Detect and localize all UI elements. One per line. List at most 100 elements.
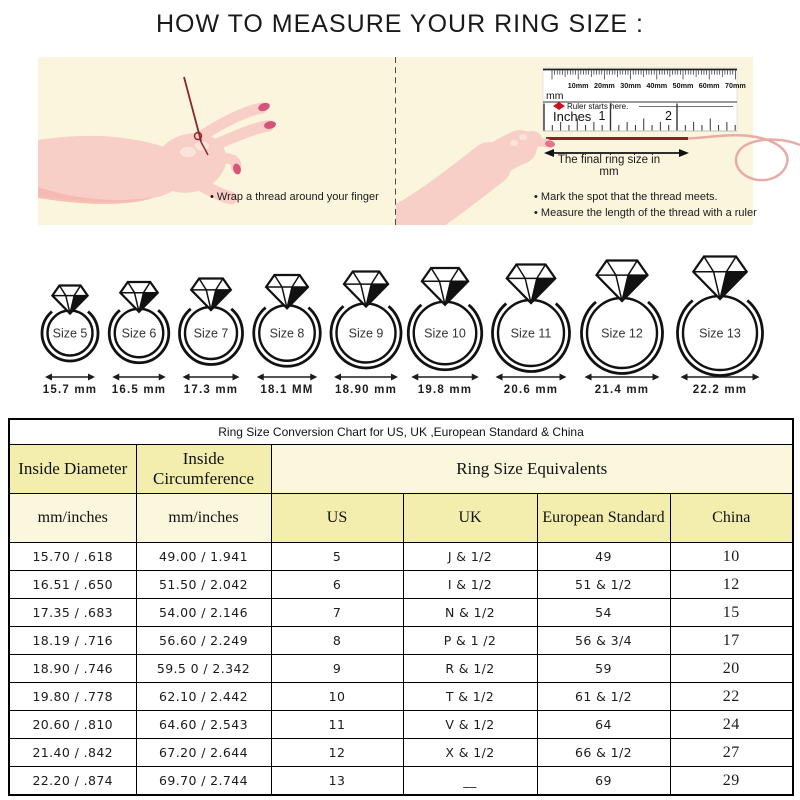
subheader-diameter-mm-inches: mm/inches — [8, 493, 137, 543]
cell-china-size: 15 — [669, 598, 794, 627]
curled-thread — [687, 134, 800, 182]
fingernail — [233, 163, 241, 175]
table-row: 17.35 / .683 54.00 / 2.146 7 N & 1/2 54 15 — [8, 598, 794, 627]
subheader-uk: UK — [402, 493, 538, 543]
svg-text:22.2 mm: 22.2 mm — [693, 384, 747, 396]
cell-us-size: 6 — [270, 570, 404, 599]
table-row: 18.90 / .746 59.5 0 / 2.342 9 R & 1/2 59 20 — [8, 654, 794, 683]
page-title: HOW TO MEASURE YOUR RING SIZE : — [155, 10, 644, 38]
cell-uk-size: R & 1/2 — [402, 654, 538, 683]
cell-eu-size: 56 & 3/4 — [536, 626, 671, 655]
cell-inside-diameter: 18.19 / .716 — [8, 626, 137, 655]
table-row: 15.70 / .618 49.00 / 1.941 5 J & 1/2 49 10 — [8, 542, 794, 571]
subheader-us: US — [270, 493, 404, 543]
svg-text:Size 8: Size 8 — [270, 327, 305, 341]
cell-uk-size: T & 1/2 — [402, 682, 538, 711]
svg-text:Ruler starts here.: Ruler starts here. — [567, 102, 628, 111]
table-row: 19.80 / .778 62.10 / 2.442 10 T & 1/2 61 & 1… — [8, 682, 794, 711]
table-row: 21.40 / .842 67.20 / 2.644 12 X & 1/2 66 & 1… — [8, 738, 794, 767]
cell-inside-diameter: 18.90 / .746 — [8, 654, 137, 683]
header-inside-diameter: Inside Diameter — [8, 444, 137, 494]
cell-inside-diameter: 15.70 / .618 — [8, 542, 137, 571]
thread-around-finger — [183, 76, 209, 156]
cell-eu-size: 61 & 1/2 — [536, 682, 671, 711]
svg-text:19.8 mm: 19.8 mm — [418, 384, 472, 396]
diamond-ring-icon-size-12: Size 12 21.4 mm — [580, 259, 664, 396]
pointing-hand-illustration — [396, 130, 555, 225]
svg-text:15.7 mm: 15.7 mm — [43, 384, 97, 396]
svg-text:Size 11: Size 11 — [511, 327, 552, 341]
cell-inside-diameter: 20.60 / .810 — [8, 710, 137, 739]
header-ring-size-equivalents: Ring Size Equivalents — [270, 444, 794, 494]
cell-eu-size: 54 — [536, 598, 671, 627]
cell-uk-size: N & 1/2 — [402, 598, 538, 627]
svg-text:2: 2 — [665, 109, 672, 123]
table-row: 22.20 / .874 69.70 / 2.744 13 __ 69 29 — [8, 766, 794, 796]
svg-text:70mm: 70mm — [725, 81, 746, 90]
ruler-starts-here-marker — [553, 102, 565, 110]
cell-uk-size: I & 1/2 — [402, 570, 538, 599]
diamond-ring-icon-size-9: Size 9 18.90 mm — [329, 270, 403, 396]
svg-text:Size 10: Size 10 — [424, 327, 466, 341]
svg-text:18.1 MM: 18.1 MM — [260, 384, 313, 396]
fingernail — [264, 121, 276, 129]
cell-china-size: 20 — [669, 654, 794, 683]
svg-text:Size 13: Size 13 — [699, 327, 741, 341]
cell-inside-diameter: 21.40 / .842 — [8, 738, 137, 767]
cell-inside-diameter: 16.51 / .650 — [8, 570, 137, 599]
cell-china-size: 12 — [669, 570, 794, 599]
svg-text:16.5 mm: 16.5 mm — [112, 384, 166, 396]
table-row: 16.51 / .650 51.50 / 2.042 6 I & 1/2 51 & 1/… — [8, 570, 794, 599]
right-step-caption-1: • Mark the spot that the thread meets. — [534, 191, 718, 203]
svg-text:Size 7: Size 7 — [194, 327, 229, 341]
svg-text:Size 5: Size 5 — [53, 327, 88, 341]
cell-us-size: 11 — [270, 710, 404, 739]
fingernail — [258, 102, 270, 112]
conversion-table: Ring Size Conversion Chart for US, UK ,E… — [8, 418, 794, 796]
cell-china-size: 24 — [669, 710, 794, 739]
cell-inside-circumference: 54.00 / 2.146 — [135, 598, 272, 627]
cell-uk-size: X & 1/2 — [402, 738, 538, 767]
svg-text:17.3 mm: 17.3 mm — [184, 384, 238, 396]
cell-china-size: 17 — [669, 626, 794, 655]
cell-inside-circumference: 59.5 0 / 2.342 — [135, 654, 272, 683]
cell-eu-size: 64 — [536, 710, 671, 739]
svg-text:18.90 mm: 18.90 mm — [335, 384, 397, 396]
diamond-ring-icon-size-11: Size 11 20.6 mm — [491, 263, 571, 396]
left-step-caption: • Wrap a thread around your finger — [210, 191, 379, 203]
svg-text:Size 9: Size 9 — [349, 327, 384, 341]
cell-inside-circumference: 64.60 / 2.543 — [135, 710, 272, 739]
cell-us-size: 8 — [270, 626, 404, 655]
diamond-ring-icon-size-13: Size 13 22.2 mm — [676, 255, 764, 396]
subheader-china: China — [669, 493, 794, 543]
cell-inside-circumference: 51.50 / 2.042 — [135, 570, 272, 599]
cell-eu-size: 66 & 1/2 — [536, 738, 671, 767]
cell-us-size: 9 — [270, 654, 404, 683]
subheader-circumference-mm-inches: mm/inches — [135, 493, 272, 543]
cell-china-size: 22 — [669, 682, 794, 711]
svg-text:Inches: Inches — [553, 109, 592, 124]
cell-us-size: 7 — [270, 598, 404, 627]
svg-text:21.4 mm: 21.4 mm — [595, 384, 649, 396]
cell-inside-diameter: 17.35 / .683 — [8, 598, 137, 627]
diamond-ring-icon-size-7: Size 7 17.3 mm — [178, 277, 244, 396]
cell-china-size: 27 — [669, 738, 794, 767]
cell-eu-size: 49 — [536, 542, 671, 571]
cell-us-size: 13 — [270, 766, 404, 796]
cell-us-size: 5 — [270, 542, 404, 571]
cell-china-size: 29 — [669, 766, 794, 796]
svg-text:40mm: 40mm — [646, 81, 667, 90]
cell-inside-circumference: 67.20 / 2.644 — [135, 738, 272, 767]
cell-inside-circumference: 56.60 / 2.249 — [135, 626, 272, 655]
diamond-ring-icon-size-10: Size 10 19.8 mm — [406, 266, 484, 396]
cell-uk-size: __ — [402, 766, 538, 796]
svg-text:20.6 mm: 20.6 mm — [504, 384, 558, 396]
cell-eu-size: 69 — [536, 766, 671, 796]
left-panel-hand-illustration — [38, 57, 396, 225]
svg-text:60mm: 60mm — [699, 81, 720, 90]
svg-text:1: 1 — [599, 109, 606, 123]
cell-us-size: 10 — [270, 682, 404, 711]
